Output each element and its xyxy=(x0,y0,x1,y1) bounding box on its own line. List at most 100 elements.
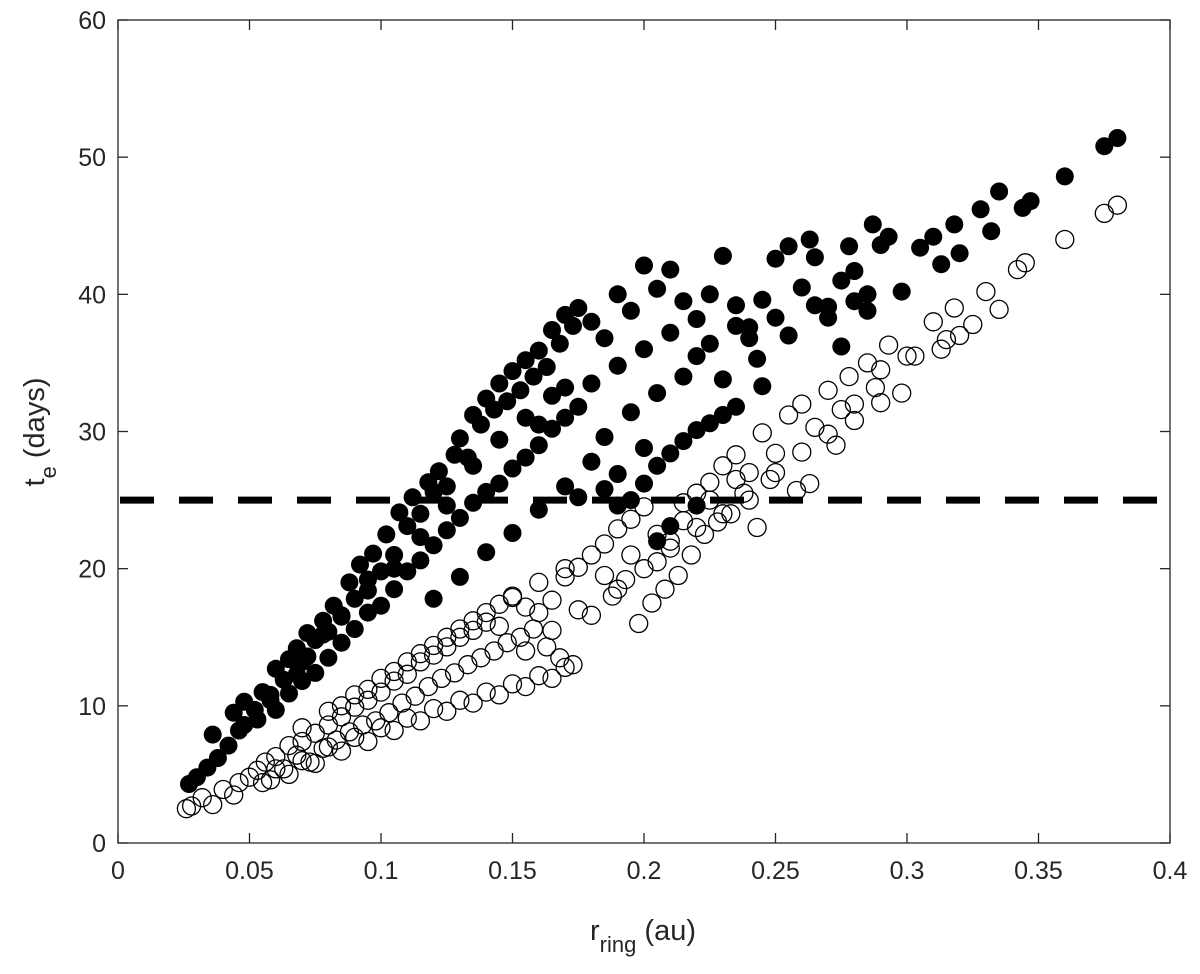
open-circle-point xyxy=(707,512,728,532)
open-circle-point xyxy=(949,325,970,346)
filled-circle-point xyxy=(385,546,404,564)
open-circle-point xyxy=(450,627,470,647)
x-axis-title-subscript: ring xyxy=(600,932,637,957)
open-circle-point xyxy=(642,593,662,613)
open-circle-point xyxy=(458,655,478,675)
filled-circle-point xyxy=(879,227,898,246)
open-circle-point xyxy=(192,788,212,808)
open-circle-point xyxy=(765,462,786,483)
data-points xyxy=(176,129,1128,819)
open-circle-point xyxy=(629,613,649,634)
open-circle-point xyxy=(410,711,431,731)
open-circle-point xyxy=(392,693,412,713)
open-circle-point xyxy=(989,299,1009,320)
filled-circle-point xyxy=(595,329,614,348)
open-circle-point xyxy=(292,751,312,771)
filled-circle-point xyxy=(661,260,680,279)
open-circle-point xyxy=(176,799,197,819)
open-circle-point xyxy=(713,456,733,476)
filled-circle-point xyxy=(411,528,430,547)
open-circle-point xyxy=(615,569,636,590)
open-circle-point xyxy=(260,770,281,790)
filled-circle-point xyxy=(429,462,448,481)
open-circle-point xyxy=(871,393,891,413)
filled-circle-point xyxy=(319,648,338,667)
filled-circle-point xyxy=(753,290,772,309)
open-circle-point xyxy=(450,690,470,710)
x-tick-label: 0.15 xyxy=(488,857,537,885)
open-circle-point xyxy=(871,360,891,380)
filled-circle-point xyxy=(537,358,556,376)
filled-circle-point xyxy=(490,430,509,449)
open-circle-point xyxy=(463,611,483,631)
open-circle-point xyxy=(739,462,759,483)
filled-circle-point xyxy=(674,292,693,311)
filled-circle-point xyxy=(800,230,819,249)
filled-circle-point xyxy=(529,436,548,455)
filled-circle-point xyxy=(385,559,404,578)
filled-circle-point xyxy=(1055,167,1074,186)
filled-circle-point xyxy=(1095,137,1114,156)
open-circle-point xyxy=(339,722,360,742)
filled-circle-point xyxy=(635,256,653,275)
open-circle-point xyxy=(555,657,575,678)
open-circle-point xyxy=(1055,229,1075,250)
open-circle-point xyxy=(936,329,957,350)
open-circle-point xyxy=(944,298,964,318)
open-circle-point xyxy=(318,737,339,757)
open-circle-point xyxy=(602,586,623,606)
open-circle-point xyxy=(818,424,838,444)
open-circle-point xyxy=(410,644,431,664)
open-circle-point xyxy=(1094,203,1114,224)
open-circle-point xyxy=(594,534,615,554)
open-circle-point xyxy=(345,685,365,705)
filled-circle-point xyxy=(411,504,430,523)
filled-circle-point xyxy=(372,596,390,615)
open-circle-point xyxy=(523,619,544,639)
open-circle-point xyxy=(502,587,523,608)
x-tick-label: 0 xyxy=(111,857,125,885)
open-circle-point xyxy=(384,720,404,741)
open-circle-point xyxy=(568,557,588,577)
open-circle-point xyxy=(1015,253,1035,273)
open-circle-point xyxy=(292,718,312,738)
open-circle-point xyxy=(476,682,496,702)
filled-circle-point xyxy=(713,246,732,265)
open-circle-point xyxy=(923,312,943,332)
x-tick-label: 0.25 xyxy=(751,857,800,885)
open-circle-point xyxy=(397,664,417,684)
open-circle-point xyxy=(305,753,325,774)
filled-circle-point xyxy=(306,663,325,682)
open-circle-point xyxy=(1007,259,1028,280)
filled-circle-point xyxy=(674,432,693,451)
filled-circle-point xyxy=(235,716,254,734)
filled-circle-point xyxy=(385,580,404,599)
open-circle-point xyxy=(371,718,391,738)
y-axis-title-unit: (days) xyxy=(19,378,51,467)
filled-circle-point xyxy=(1021,192,1040,211)
filled-circle-point xyxy=(635,439,653,457)
filled-circle-point xyxy=(287,665,306,684)
open-circle-point xyxy=(405,686,425,706)
x-axis-tick-labels: 0 0.05 0.1 0.15 0.2 0.25 0.3 0.35 0.4 xyxy=(111,857,1187,885)
filled-circle-point xyxy=(503,524,522,542)
open-circle-point xyxy=(865,377,886,398)
open-circle-point xyxy=(563,655,583,675)
filled-circle-point xyxy=(332,606,351,625)
filled-circle-point xyxy=(411,551,430,570)
open-circle-point xyxy=(686,483,707,503)
filled-circle-point xyxy=(661,444,680,463)
filled-circle-point xyxy=(779,237,798,256)
filled-circle-point xyxy=(858,301,877,320)
open-circle-point xyxy=(542,668,562,689)
open-circle-point xyxy=(844,410,865,431)
open-circle-point xyxy=(287,745,307,765)
filled-circle-point xyxy=(314,625,333,644)
filled-circle-point xyxy=(805,248,824,267)
open-circle-point xyxy=(515,597,536,617)
filled-circle-point xyxy=(635,340,653,359)
open-circle-point xyxy=(550,648,570,668)
filled-circle-point xyxy=(477,482,496,501)
open-circle-point xyxy=(826,435,846,455)
filled-circle-point xyxy=(543,321,561,339)
